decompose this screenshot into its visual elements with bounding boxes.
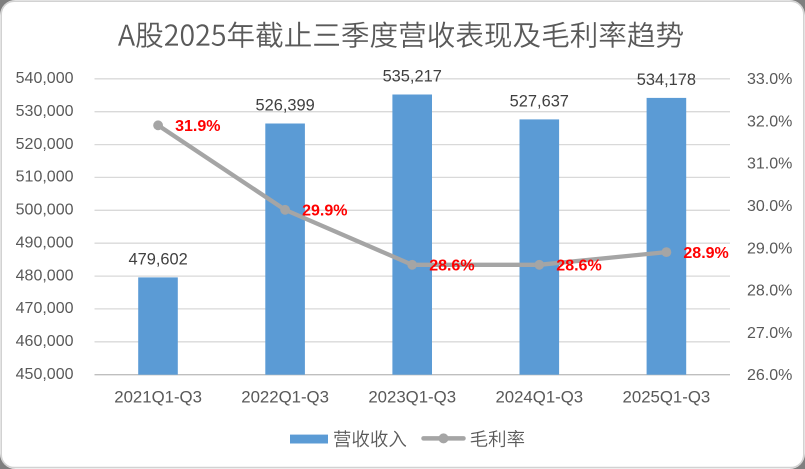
svg-text:480,000: 480,000 xyxy=(16,267,74,284)
svg-text:29.0%: 29.0% xyxy=(747,240,792,257)
svg-text:2024Q1-Q3: 2024Q1-Q3 xyxy=(495,388,583,407)
svg-text:2025Q1-Q3: 2025Q1-Q3 xyxy=(623,388,711,407)
svg-text:526,399: 526,399 xyxy=(255,97,314,115)
svg-text:28.6%: 28.6% xyxy=(556,258,601,275)
svg-text:30.0%: 30.0% xyxy=(747,198,792,215)
svg-text:2022Q1-Q3: 2022Q1-Q3 xyxy=(241,388,329,407)
svg-text:31.9%: 31.9% xyxy=(175,118,220,135)
svg-text:28.0%: 28.0% xyxy=(747,283,792,300)
svg-text:527,637: 527,637 xyxy=(510,92,569,110)
svg-text:29.9%: 29.9% xyxy=(302,203,347,220)
svg-text:500,000: 500,000 xyxy=(16,202,74,219)
svg-text:26.0%: 26.0% xyxy=(747,367,792,384)
svg-text:479,602: 479,602 xyxy=(128,250,187,268)
svg-text:33.0%: 33.0% xyxy=(747,71,792,88)
svg-text:460,000: 460,000 xyxy=(16,333,74,350)
svg-text:540,000: 540,000 xyxy=(16,70,74,87)
svg-text:32.0%: 32.0% xyxy=(747,114,792,131)
svg-text:28.6%: 28.6% xyxy=(429,258,474,275)
svg-text:2021Q1-Q3: 2021Q1-Q3 xyxy=(114,388,202,407)
svg-text:31.0%: 31.0% xyxy=(747,156,792,173)
svg-text:470,000: 470,000 xyxy=(16,300,74,317)
svg-text:534,178: 534,178 xyxy=(637,71,696,89)
svg-text:535,217: 535,217 xyxy=(383,68,442,86)
svg-text:520,000: 520,000 xyxy=(16,136,74,153)
svg-text:510,000: 510,000 xyxy=(16,169,74,186)
svg-text:530,000: 530,000 xyxy=(16,103,74,120)
svg-text:450,000: 450,000 xyxy=(16,366,74,383)
svg-text:2023Q1-Q3: 2023Q1-Q3 xyxy=(368,388,456,407)
svg-text:27.0%: 27.0% xyxy=(747,325,792,342)
svg-text:490,000: 490,000 xyxy=(16,234,74,251)
svg-text:28.9%: 28.9% xyxy=(683,245,728,262)
